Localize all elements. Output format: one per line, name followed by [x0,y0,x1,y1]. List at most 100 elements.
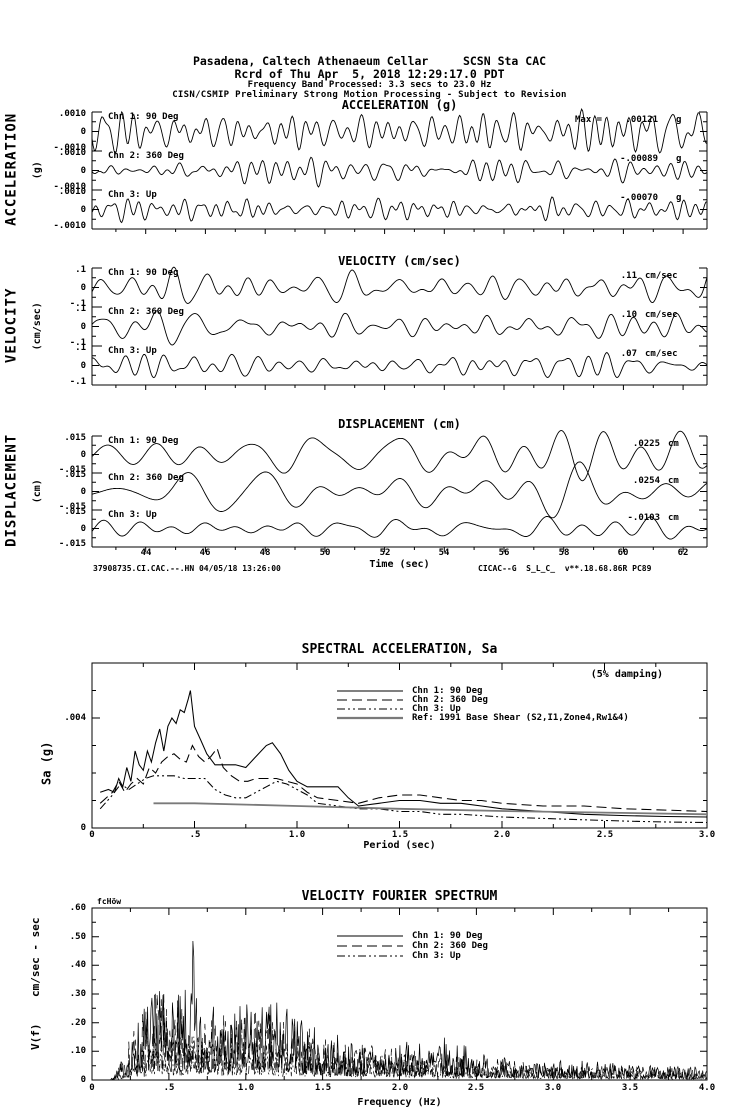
max-annotation-value: .07 [620,349,637,359]
y-tick-label: .1 [75,265,86,275]
channel-label: Chn 3: Up [108,510,157,520]
y-tick-label: -.0010 [53,143,86,153]
fourier-x-tick-label: 4.0 [698,1083,716,1093]
channel-label: Chn 1: 90 Deg [108,112,179,122]
time-tick-label: 62 [677,548,689,558]
sa-x-tick-label: 2.5 [596,830,614,840]
y-tick-label: 0 [80,321,86,332]
right-axis-bracket [699,306,708,347]
time-tick-label: 60 [617,548,629,558]
time-axis-line [92,384,707,390]
y-tick-label: .015 [64,470,86,480]
channel-label: Chn 3: Up [108,190,157,200]
right-axis-bracket [699,267,708,308]
max-annotation-value: .10 [620,310,637,320]
fourier-x-tick-label: 2.5 [467,1083,485,1093]
fourier-y-tick-label: .10 [69,1046,86,1056]
y-tick-label: -.0010 [53,182,86,192]
sa-legend-entry-ref: Ref: 1991 Base Shear (S2,I1,Zone4,Rw1&4) [412,713,629,723]
sa-x-tick-label: 0 [89,830,95,840]
y-tick-label: .1 [75,304,86,314]
timeseries-group-plot [91,266,708,390]
fourier-x-tick-label: 1.5 [314,1083,332,1093]
sa-x-tick-label: 2.0 [493,830,511,840]
sa-series-1 [100,690,708,818]
right-axis-bracket [699,345,708,386]
y-tick-label: -.1 [69,338,86,348]
axis-ticks [92,908,707,1080]
time-tick-label: 54 [438,548,450,558]
fourier-x-tick-label: 2.0 [391,1083,409,1093]
fourier-legend-entry-3: Chn 3: Up [412,951,461,961]
record-timestamp: Rcrd of Thu Apr 5, 2018 12:29:17.0 PDT [234,67,505,81]
sa-x-tick-label: .5 [189,830,201,840]
y-tick-label: 0 [80,165,86,176]
y-tick-label: -.015 [58,502,86,512]
axis-ticks [92,663,707,828]
max-annotation-unit: cm/sec [645,349,678,359]
y-tick-label: .0010 [58,187,86,197]
max-annotation-value: -.00089 [620,154,658,164]
sa-series-3 [99,775,708,824]
fourier-x-tick-label: 3.0 [544,1083,562,1093]
max-annotation-unit: g [676,154,682,164]
max-annotation-unit: cm/sec [645,271,678,281]
fourier-series-3 [92,1036,707,1081]
y-tick-label: 0 [80,282,86,293]
fourier-legend-entry-2: Chn 2: 360 Deg [412,941,488,951]
sa-plot-title: SPECTRAL ACCELERATION, Sa [301,642,498,657]
seismic-trace [91,196,708,224]
sa-x-tick-label: 1.0 [288,830,306,840]
right-axis-bracket [699,472,708,511]
channel-label: Chn 2: 360 Deg [108,473,184,483]
time-tick-label: 44 [140,548,152,558]
y-tick-label: 0 [80,204,86,215]
channel-label: Chn 2: 360 Deg [108,307,184,317]
left-axis-bracket [91,306,102,347]
y-tick-label: .0010 [58,148,86,158]
seismic-trace [91,430,708,482]
timeseries-group-plot [91,107,708,234]
left-axis-bracket [91,509,102,548]
fourier-y-tick-label: .60 [69,903,86,913]
group-title: VELOCITY (cm/sec) [338,254,461,268]
spectral-acceleration-plot [91,662,708,829]
max-annotation-unit: cm/sec [645,310,678,320]
group-title: ACCELERATION (g) [341,98,458,112]
max-annotation-unit: cm [668,513,679,523]
record-id-footer: 37908735.CI.CAC.--.HN 04/05/18 13:26:00 [93,564,281,573]
max-annotation-value: .00121 [625,115,658,125]
fourier-y-tick-label: .40 [69,960,86,970]
left-axis-bracket [91,150,102,191]
processing-version-footer: CICAC--G S_L_C_ v**.18.68.86R PC89 [478,564,652,573]
damping-annotation: (5% damping) [590,669,663,680]
seismic-trace [92,351,708,379]
channel-label: Chn 1: 90 Deg [108,436,179,446]
seismic-trace [91,516,708,540]
y-tick-label: -.015 [58,465,86,475]
y-tick-label: .015 [64,507,86,517]
time-axis-line [92,546,707,552]
max-annotation-value: .0225 [632,439,660,449]
sa-series-4 [153,802,708,816]
channel-label: Chn 2: 360 Deg [108,151,184,161]
max-annotation-unit: g [676,193,682,203]
fourier-y-tick-label: .50 [69,932,86,942]
max-annotation-value: .11 [620,271,637,281]
time-tick-label: 50 [319,548,331,558]
max-annotation-value: -.00070 [620,193,658,203]
y-tick-label: 0 [80,449,86,460]
time-axis-label: Time (sec) [369,559,430,570]
time-tick-label: 56 [498,548,510,558]
y-tick-label: -.015 [58,539,86,549]
seismic-trace [91,107,708,155]
fourier-y-tick-label: .20 [69,1018,86,1028]
y-tick-label: .015 [64,433,86,443]
seismic-trace [91,461,708,519]
y-tick-label: -.1 [69,299,86,309]
station-title: Pasadena, Caltech Athenaeum Cellar SCSN … [192,54,547,68]
fourier-spectrum-plot [91,907,708,1081]
max-annotation-unit: cm [668,476,679,486]
max-annotation-unit: cm [668,439,679,449]
